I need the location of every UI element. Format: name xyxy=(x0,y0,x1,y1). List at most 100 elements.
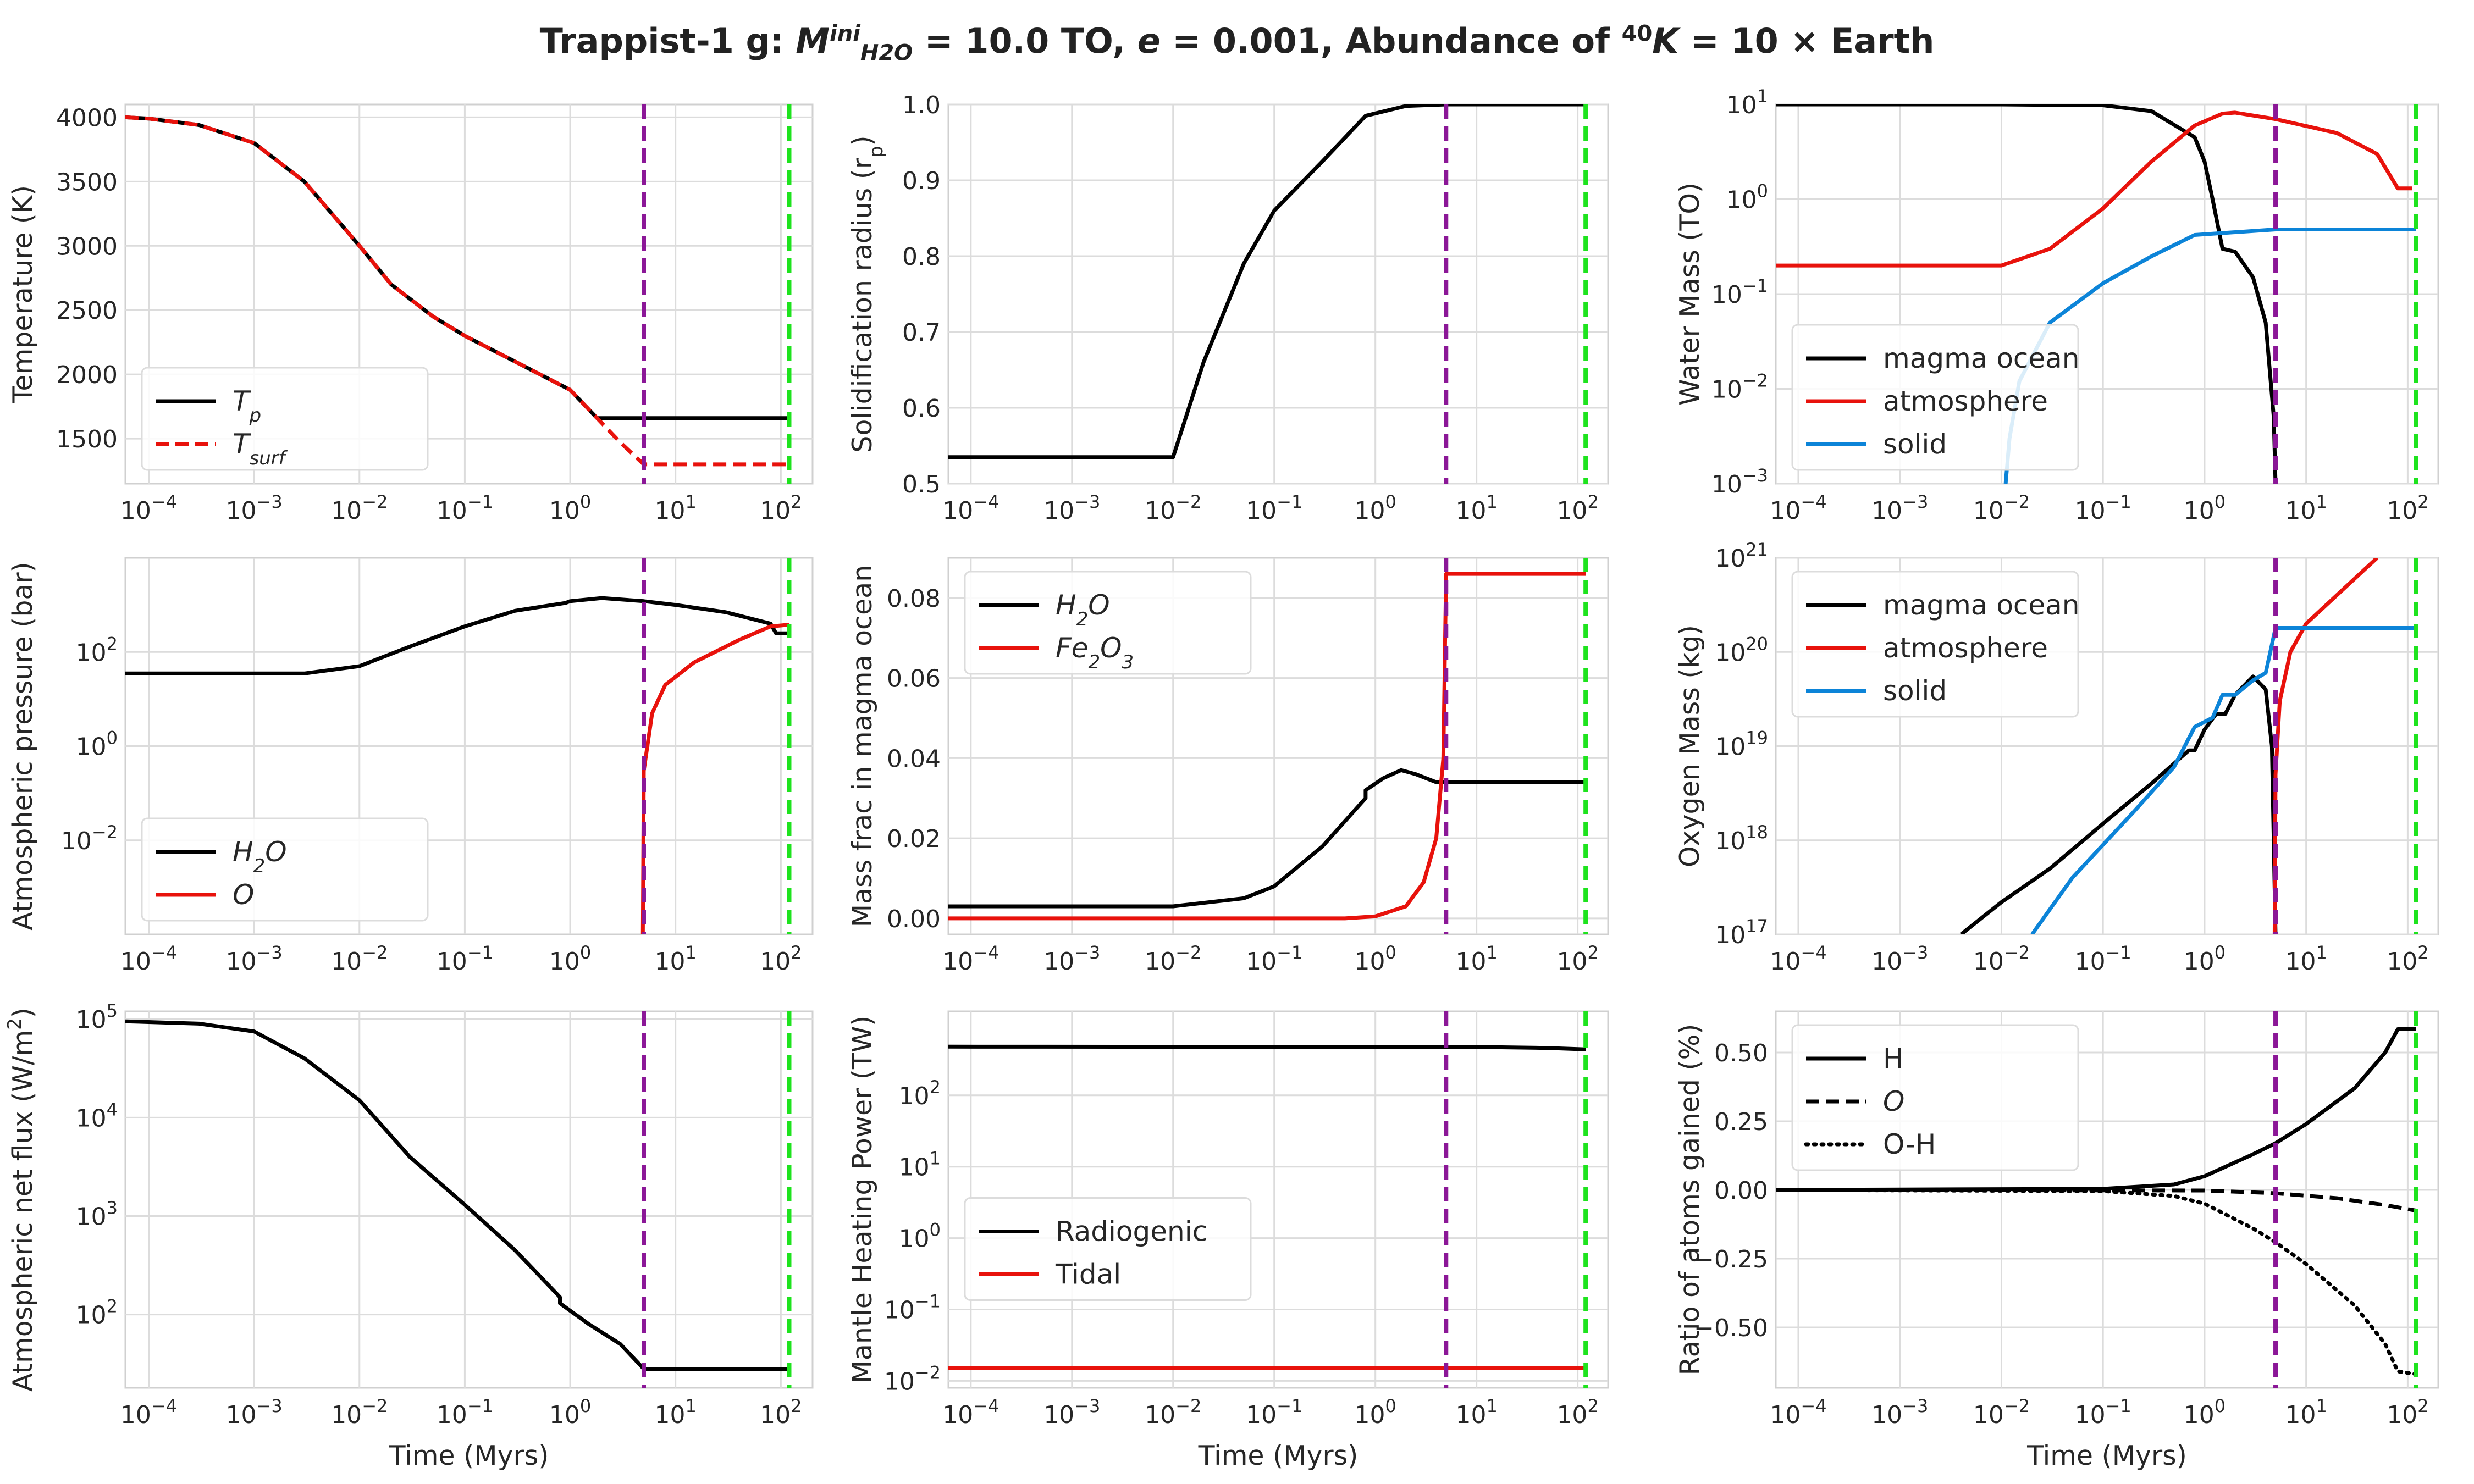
y-tick-label: 0.00 xyxy=(1714,1177,1768,1205)
legend-label: O-H xyxy=(1883,1128,1936,1160)
subplot-9: 10−4 10−3 10−2 10−1 100 101 102 −0.50 −0.25 0.00 0… xyxy=(1674,1010,2439,1471)
x-axis-label: Time (Myrs) xyxy=(389,1440,549,1471)
title-ecc-symbol: e xyxy=(1137,21,1161,61)
legend-label: Tidal xyxy=(1055,1259,1121,1291)
x-tick-label: 102 xyxy=(760,491,802,525)
subplot-1: 10−4 10−3 10−2 10−1 100 101 102 1500 2000 2500 300… xyxy=(7,103,814,525)
x-tick-label: 102 xyxy=(1556,942,1598,976)
y-tick-label: 10−3 xyxy=(1711,465,1768,499)
x-tick-label: 101 xyxy=(2285,1396,2327,1429)
x-tick-label: 10−3 xyxy=(1871,1396,1928,1429)
y-tick-label: 0.00 xyxy=(887,905,941,933)
subplot-6: 10−4 10−3 10−2 10−1 100 101 102 1017 1018 1019 102… xyxy=(1674,539,2439,976)
x-tick-label: 100 xyxy=(1355,1396,1396,1429)
x-tick-label: 10−1 xyxy=(437,942,493,976)
y-tick-label: 10−2 xyxy=(884,1362,941,1396)
title-k-sup: 40 xyxy=(1621,21,1653,47)
legend-label: solid xyxy=(1883,428,1947,460)
figure-title: Trappist-1 g: MiniH2O = 10.0 TO, e = 0.0… xyxy=(0,21,2474,65)
legend-label: Radiogenic xyxy=(1056,1216,1207,1248)
x-tick-label: 102 xyxy=(1556,1396,1598,1429)
x-tick-label: 10−2 xyxy=(1145,491,1201,525)
y-tick-label: 101 xyxy=(899,1148,941,1182)
y-tick-label: 0.50 xyxy=(1714,1039,1768,1067)
x-tick-label: 10−2 xyxy=(1145,1396,1201,1429)
plot-area xyxy=(1776,1011,2418,1388)
x-tick-label: 101 xyxy=(654,942,696,976)
x-tick-label: 10−1 xyxy=(1246,491,1302,525)
x-tick-label: 102 xyxy=(2387,1396,2428,1429)
series-line xyxy=(948,104,1586,459)
x-tick-label: 10−2 xyxy=(1973,942,2030,976)
legend-label: solid xyxy=(1883,675,1947,707)
title-mass-symbol: M xyxy=(796,21,830,61)
plot-frame xyxy=(124,1010,814,1389)
x-tick-label: 100 xyxy=(549,1396,591,1429)
y-tick-label: 0.25 xyxy=(1714,1108,1768,1136)
x-tick-label: 10−3 xyxy=(226,1396,283,1429)
x-tick-label: 100 xyxy=(2184,942,2226,976)
series-line-h2o xyxy=(948,768,1586,909)
legend-label: H xyxy=(1883,1043,1904,1075)
x-tick-label: 10−3 xyxy=(1043,1396,1100,1429)
series-line-h2o xyxy=(125,596,789,675)
series-line xyxy=(125,1019,789,1371)
x-tick-label: 102 xyxy=(760,942,802,976)
y-tick-label: 4000 xyxy=(56,104,118,132)
y-tick-label: 1021 xyxy=(1715,539,1768,573)
legend: HO O-H xyxy=(1791,1024,2079,1171)
x-axis-label: Time (Myrs) xyxy=(2026,1440,2187,1471)
x-tick-label: 100 xyxy=(2184,491,2226,525)
subplot-2: 10−4 10−3 10−2 10−1 100 101 102 0.5 0.6 0.7 0.8 0.9… xyxy=(847,91,1609,525)
y-tick-label: 105 xyxy=(76,1000,118,1034)
series-line-magma-ocean xyxy=(1776,104,2278,484)
x-tick-label: 10−3 xyxy=(1871,491,1928,525)
x-tick-label: 101 xyxy=(2285,491,2327,525)
x-tick-label: 10−1 xyxy=(437,1396,493,1429)
plot-area xyxy=(948,1011,1588,1388)
legend-box xyxy=(1791,1024,2079,1171)
y-tick-label: 102 xyxy=(76,1296,118,1330)
y-tick-label: 0.08 xyxy=(887,585,941,613)
x-tick-label: 10−3 xyxy=(226,942,283,976)
x-tick-label: 100 xyxy=(549,942,591,976)
series-line-o xyxy=(1776,1188,2416,1212)
y-tick-label: 10−2 xyxy=(61,822,118,855)
x-tick-label: 10−2 xyxy=(1145,942,1201,976)
legend-label: magma ocean xyxy=(1883,342,2080,374)
legend-label: Fe2O3 xyxy=(1056,632,1134,673)
x-tick-label: 10−4 xyxy=(1770,942,1826,976)
y-tick-label: 0.02 xyxy=(887,825,941,853)
x-tick-label: 10−3 xyxy=(1871,942,1928,976)
x-tick-label: 10−4 xyxy=(120,1396,177,1429)
x-tick-label: 10−2 xyxy=(331,491,388,525)
legend-label: atmosphere xyxy=(1883,385,2048,417)
x-tick-label: 10−1 xyxy=(2075,491,2131,525)
plot-frame xyxy=(947,103,1609,485)
plot-area xyxy=(948,558,1588,934)
title-k-symbol: K xyxy=(1652,21,1679,61)
legend-label: magma ocean xyxy=(1883,589,2080,621)
y-tick-label: 1019 xyxy=(1715,728,1768,761)
y-tick-label: 100 xyxy=(899,1220,941,1253)
plot-area xyxy=(948,104,1588,484)
x-tick-label: 10−4 xyxy=(942,942,999,976)
y-tick-label: 10−1 xyxy=(1711,275,1768,309)
x-tick-label: 101 xyxy=(654,491,696,525)
y-tick-label: 102 xyxy=(76,633,118,667)
legend-label: O xyxy=(1883,1086,1904,1117)
x-tick-label: 100 xyxy=(1355,942,1396,976)
legend-label: atmosphere xyxy=(1883,632,2048,664)
x-tick-label: 102 xyxy=(1556,491,1598,525)
y-tick-label: 1018 xyxy=(1715,822,1768,855)
legend: magma ocean atmosphere solid xyxy=(1791,324,2080,471)
y-tick-label: 1020 xyxy=(1715,633,1768,667)
y-tick-label: 10−2 xyxy=(1711,370,1768,404)
legend-box xyxy=(1791,571,2079,718)
x-tick-label: 10−3 xyxy=(1043,942,1100,976)
subplot-5: 10−4 10−3 10−2 10−1 100 101 102 0.00 0.02 0.04 0.0… xyxy=(847,557,1609,976)
legend-box xyxy=(1791,324,2079,471)
x-tick-label: 100 xyxy=(2184,1396,2226,1429)
y-tick-label: 104 xyxy=(76,1099,118,1132)
